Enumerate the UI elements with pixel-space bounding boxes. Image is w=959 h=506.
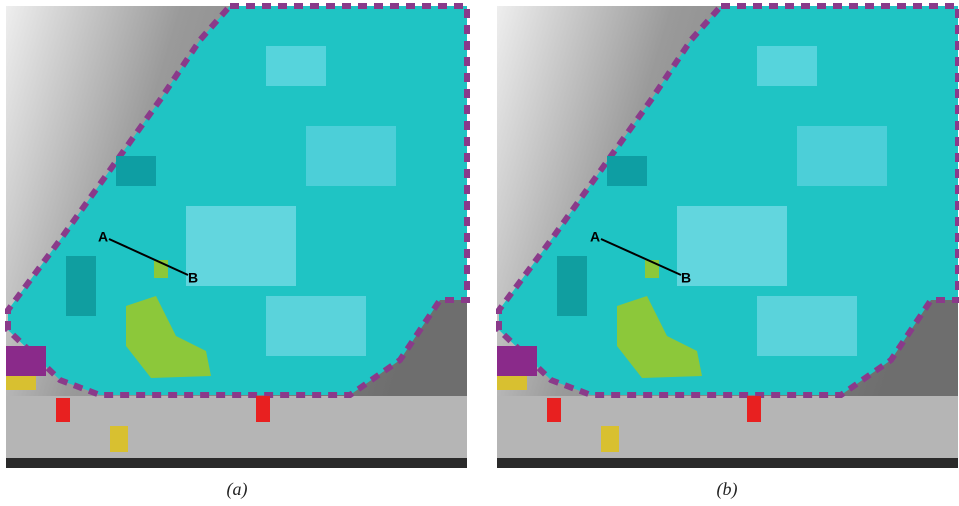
figure: A B A B (a) (b) [0,0,959,506]
point-label: B [188,270,198,286]
image [497,6,958,468]
caption: (b) [717,479,738,500]
panel-a: A B [6,6,467,468]
caption: (a) [227,479,248,500]
image [6,6,467,468]
panel-b: A B [497,6,958,468]
point-label: B [681,270,691,286]
point-label: A [98,229,108,245]
point-label: A [590,229,600,245]
